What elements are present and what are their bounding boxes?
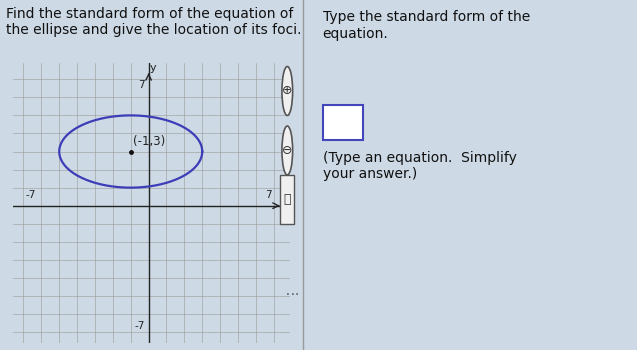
Text: Type the standard form of the
equation.: Type the standard form of the equation. (322, 10, 530, 41)
Text: ⊖: ⊖ (282, 144, 292, 157)
Circle shape (282, 126, 292, 175)
FancyBboxPatch shape (322, 105, 363, 140)
Text: -7: -7 (25, 190, 36, 200)
Text: Find the standard form of the equation of
the ellipse and give the location of i: Find the standard form of the equation o… (6, 7, 302, 37)
Text: 7: 7 (138, 80, 145, 90)
Text: -7: -7 (134, 321, 145, 331)
Text: ⊕: ⊕ (282, 84, 292, 98)
Text: x: x (282, 206, 289, 216)
Text: y: y (150, 63, 157, 74)
FancyBboxPatch shape (280, 175, 294, 224)
Text: 7: 7 (266, 190, 272, 200)
Text: ⋮: ⋮ (280, 280, 294, 294)
Text: (Type an equation.  Simplify
your answer.): (Type an equation. Simplify your answer.… (322, 150, 517, 181)
Text: (-1,3): (-1,3) (133, 135, 166, 148)
Circle shape (282, 66, 292, 116)
Text: ⧉: ⧉ (283, 193, 291, 206)
